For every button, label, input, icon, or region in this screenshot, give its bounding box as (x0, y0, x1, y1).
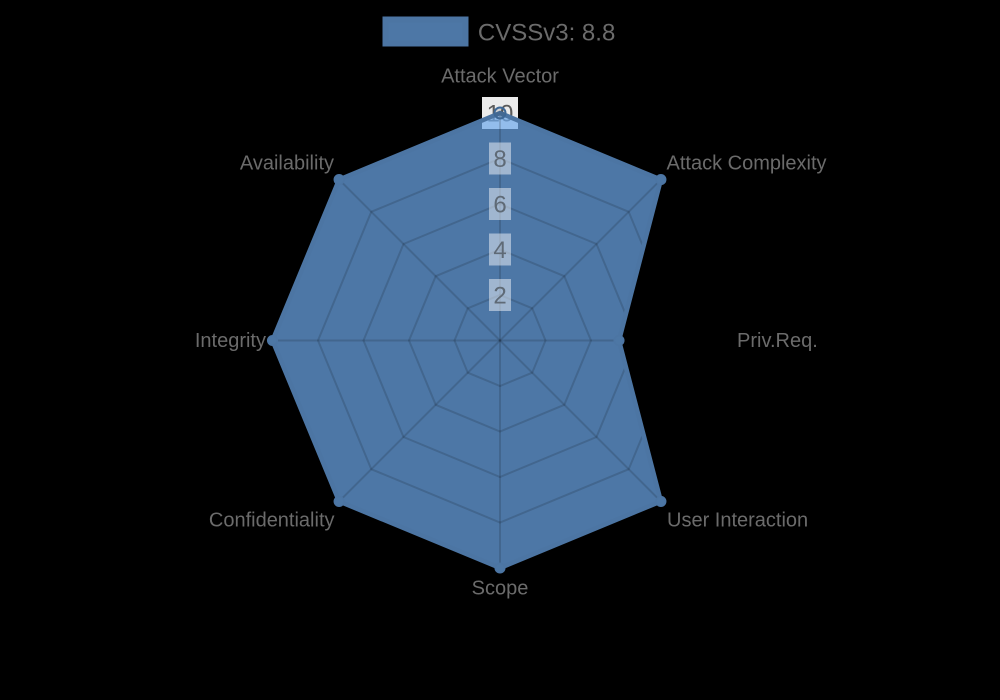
svg-text:8: 8 (493, 146, 506, 173)
svg-text:Priv.Req.: Priv.Req. (737, 330, 818, 352)
svg-text:Attack Vector: Attack Vector (441, 66, 559, 88)
svg-text:2: 2 (493, 283, 506, 310)
svg-text:CVSSv3: 8.8: CVSSv3: 8.8 (478, 19, 615, 46)
svg-text:Scope: Scope (472, 578, 529, 600)
svg-text:6: 6 (493, 192, 506, 219)
svg-text:Availability: Availability (240, 152, 334, 174)
svg-text:User Interaction: User Interaction (667, 509, 808, 531)
svg-text:4: 4 (493, 237, 506, 264)
svg-text:Attack Complexity: Attack Complexity (667, 152, 827, 174)
svg-text:Integrity: Integrity (195, 330, 266, 352)
svg-text:Confidentiality: Confidentiality (209, 509, 335, 531)
